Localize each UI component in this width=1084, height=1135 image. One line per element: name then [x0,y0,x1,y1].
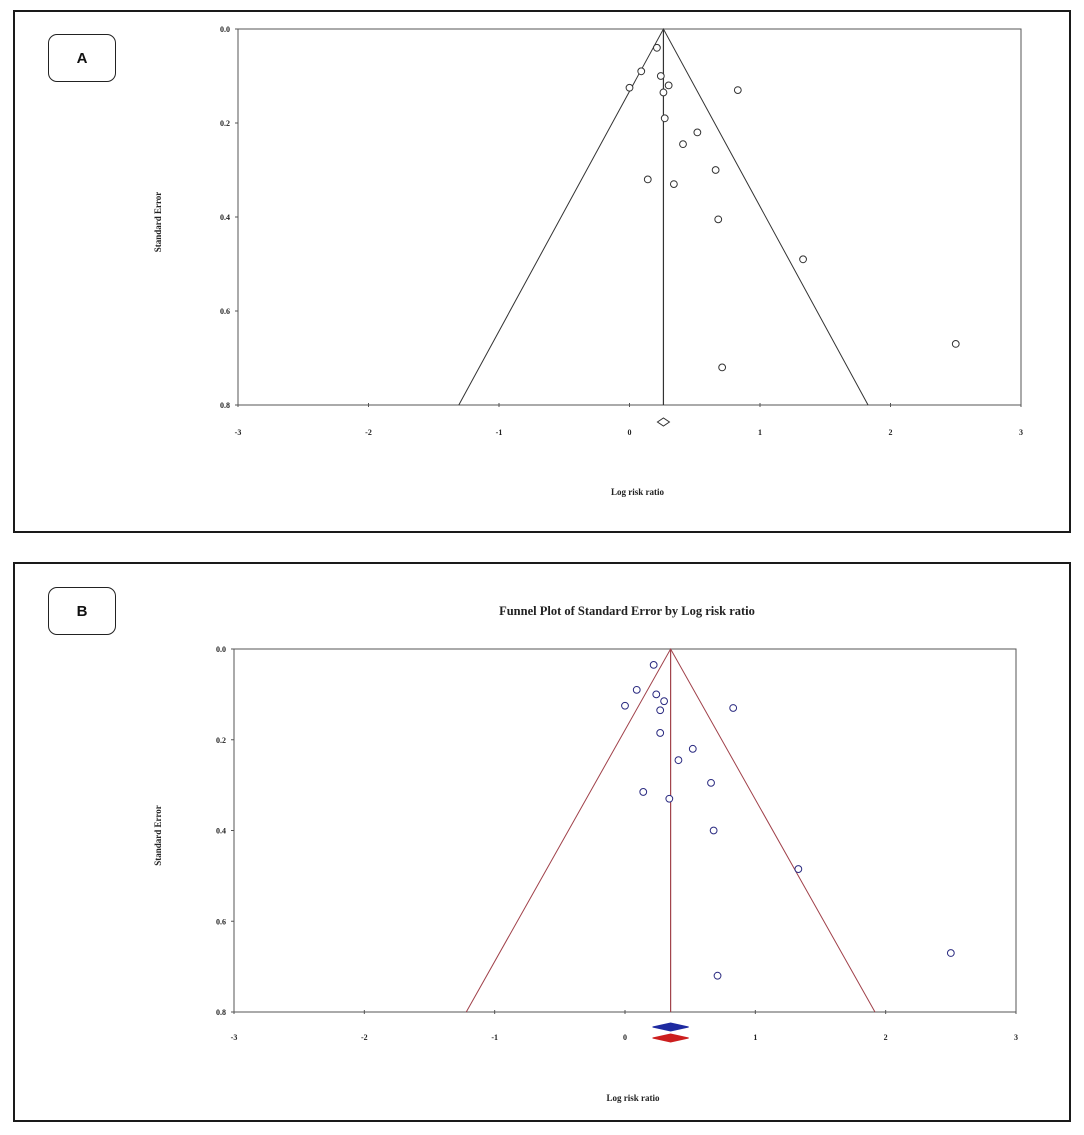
study-point [688,744,697,753]
x-tick-label: 2 [889,428,893,437]
y-tick-label: 0.0 [220,25,230,34]
study-point [718,363,727,372]
study-point [652,690,661,699]
study-point [799,255,807,264]
study-point [946,949,955,957]
study-point [665,794,674,803]
study-point [621,701,629,710]
study-point [714,215,723,224]
y-tick-label: 0.6 [216,917,226,926]
study-point [674,756,683,765]
study-point [679,140,687,149]
y-tick-label: 0.8 [216,1008,226,1017]
panel-b: B Funnel Plot of Standard Error by Log r… [13,562,1071,1122]
summary-diamond [652,1022,689,1032]
study-point [951,340,960,348]
study-point [643,175,652,184]
panel-a: A -3 -2 -1 0 1 2 3 0.0 0.2 0.4 0.6 0.8 Log risk rati… [13,10,1071,533]
study-point [659,88,668,97]
x-tick-label: 2 [884,1033,888,1042]
x-tick-label: -2 [361,1033,368,1042]
study-point [653,43,661,52]
panel-label-a: A [48,34,116,82]
x-tick-label: 0 [628,428,632,437]
study-point [656,706,665,715]
y-tick-label: 0.4 [216,827,226,836]
study-point [669,180,678,189]
x-tick-label: 1 [758,428,762,437]
y-axis-title: Standard Error [153,805,163,866]
panel-label-b: B [48,587,116,635]
x-tick-label: -1 [491,1033,498,1042]
study-point [794,865,803,873]
study-point [713,971,722,980]
study-point [656,729,665,737]
study-point [625,83,634,92]
study-point [639,788,648,796]
x-tick-label: -3 [231,1033,238,1042]
x-tick-label: 3 [1014,1033,1018,1042]
y-axis-title: Standard Error [153,192,163,253]
y-tick-label: 0.2 [220,119,230,128]
y-tick-label: 0.0 [216,645,226,654]
chart-title: Funnel Plot of Standard Error by Log ris… [499,604,755,618]
study-point [637,67,646,76]
study-point [707,778,715,787]
x-tick-label: -2 [365,428,372,437]
x-tick-label: -1 [496,428,503,437]
y-tick-label: 0.2 [216,736,226,745]
funnel-plot-a: -3 -2 -1 0 1 2 3 0.0 0.2 0.4 0.6 0.8 Log risk ratio S… [153,25,1023,497]
y-tick-label: 0.8 [220,401,230,410]
study-point [711,166,720,174]
study-point [733,86,742,94]
study-point [660,697,668,706]
y-tick-label: 0.6 [220,307,230,316]
summary-diamond [656,417,671,427]
study-point [729,704,738,712]
x-axis-title: Log risk ratio [607,1093,660,1103]
study-point [656,72,665,80]
x-tick-label: -3 [235,428,242,437]
x-axis-title: Log risk ratio [611,487,664,497]
y-tick-label: 0.4 [220,213,230,222]
summary-diamond [652,1033,689,1043]
x-tick-label: 1 [753,1033,757,1042]
x-tick-label: 0 [623,1033,627,1042]
study-point [693,128,702,137]
study-point [709,826,718,835]
study-point [649,660,658,669]
study-point [632,685,641,694]
study-point [664,81,673,90]
funnel-plot-b: Funnel Plot of Standard Error by Log ris… [153,604,1018,1103]
study-point [660,114,669,123]
x-tick-label: 3 [1019,428,1023,437]
